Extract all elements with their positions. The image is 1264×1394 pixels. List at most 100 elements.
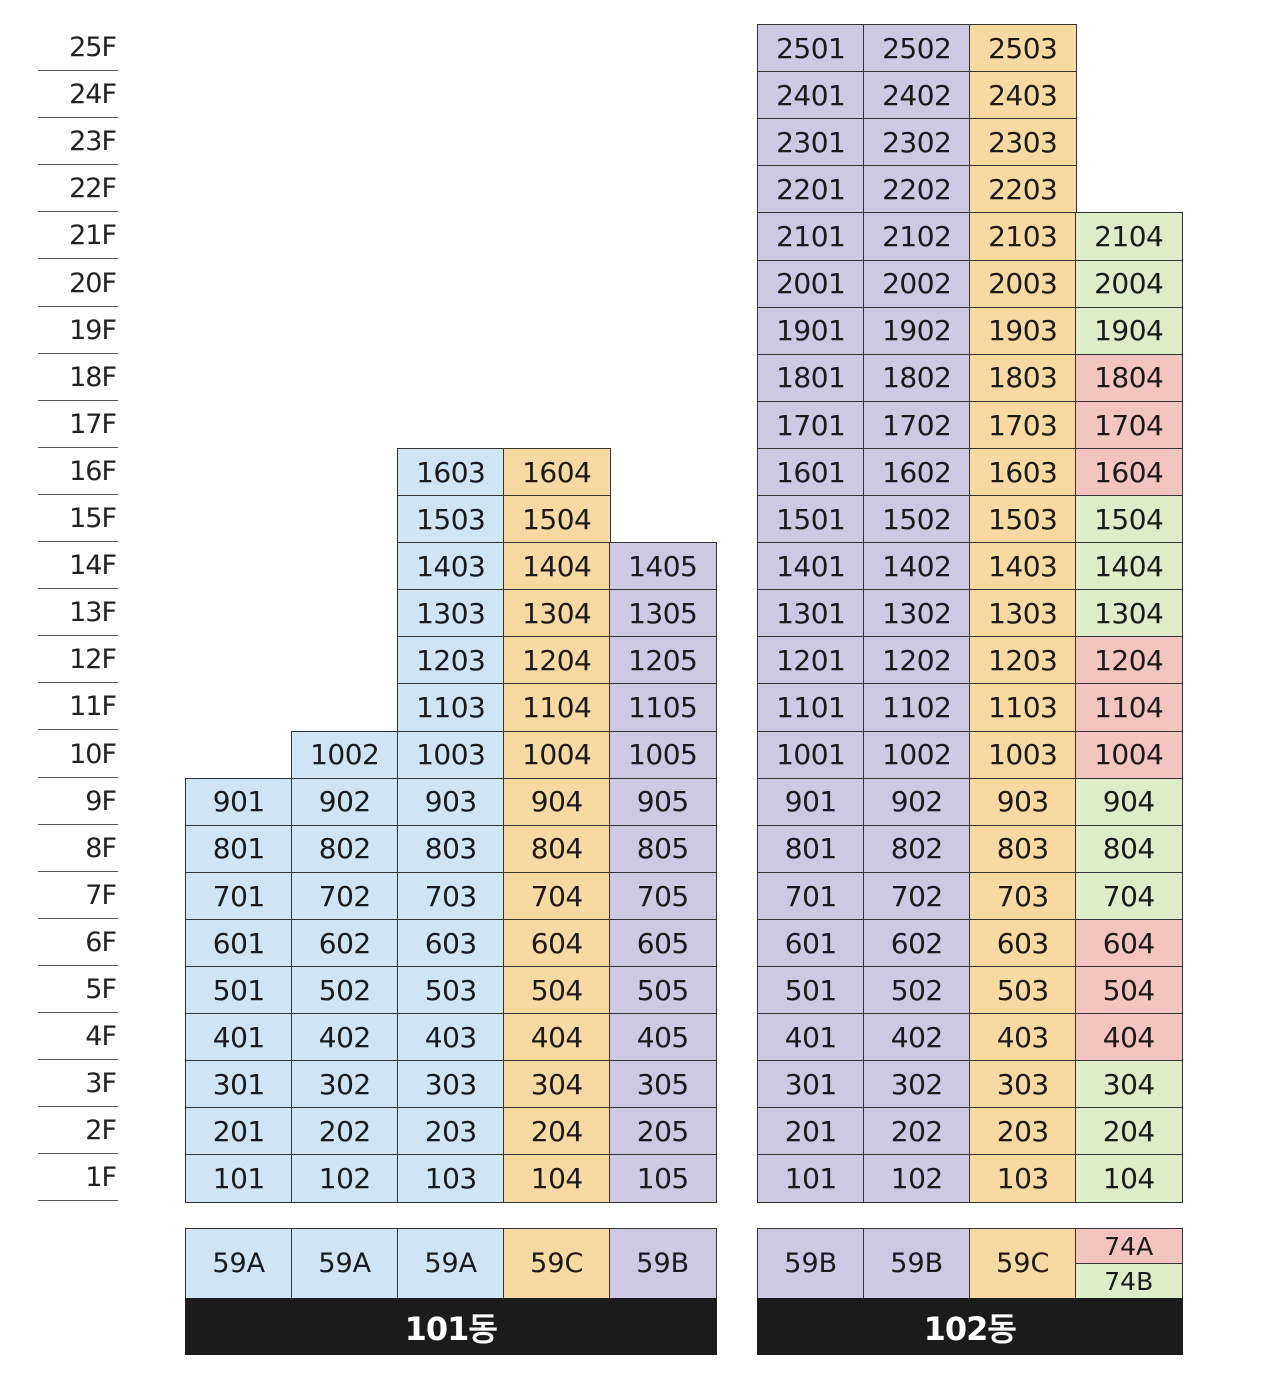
unit-2102: 2102 <box>863 212 971 261</box>
floor-label-8f: 8F <box>38 825 118 872</box>
unit-1803: 1803 <box>969 353 1077 403</box>
unit-702: 702 <box>863 871 971 921</box>
floor-label-19f: 19F <box>38 307 118 354</box>
floor-label-16f: 16F <box>38 448 118 495</box>
unit-801: 801 <box>185 824 293 874</box>
unit-2402: 2402 <box>863 71 971 120</box>
unit-1603: 1603 <box>397 447 505 497</box>
unit-1201: 1201 <box>757 636 865 685</box>
unit-404: 404 <box>1075 1013 1183 1062</box>
unit-101: 101 <box>757 1154 865 1203</box>
unit-504: 504 <box>503 966 611 1015</box>
unit-1403: 1403 <box>397 542 505 591</box>
unit-1902: 1902 <box>863 306 971 356</box>
unit-805: 805 <box>609 824 717 874</box>
unit-305: 305 <box>609 1060 717 1109</box>
unit-1303: 1303 <box>397 589 505 638</box>
unit-1404: 1404 <box>1075 542 1183 591</box>
unit-301: 301 <box>185 1060 293 1109</box>
unit-2503: 2503 <box>969 24 1077 73</box>
unit-103: 103 <box>969 1154 1077 1203</box>
floor-label-18f: 18F <box>38 354 118 401</box>
unit-201: 201 <box>757 1107 865 1156</box>
unit-903: 903 <box>397 777 505 827</box>
unit-1204: 1204 <box>1075 636 1183 685</box>
unit-403: 403 <box>397 1013 505 1062</box>
unit-504: 504 <box>1075 966 1183 1015</box>
unit-2302: 2302 <box>863 118 971 167</box>
unit-1802: 1802 <box>863 353 971 403</box>
unit-1202: 1202 <box>863 636 971 685</box>
unit-203: 203 <box>397 1107 505 1156</box>
unit-904: 904 <box>1075 777 1183 827</box>
unit-1904: 1904 <box>1075 306 1183 356</box>
unit-803: 803 <box>969 824 1077 874</box>
unit-102: 102 <box>291 1154 399 1203</box>
unit-304: 304 <box>1075 1060 1183 1109</box>
unit-704: 704 <box>503 871 611 921</box>
floor-label-25f: 25F <box>38 24 118 72</box>
unit-104: 104 <box>503 1154 611 1203</box>
unit-2001: 2001 <box>757 259 865 309</box>
floor-label-3f: 3F <box>38 1060 118 1108</box>
unit-1903: 1903 <box>969 306 1077 356</box>
unit-1604: 1604 <box>1075 447 1183 497</box>
unit-604: 604 <box>503 918 611 968</box>
unit-1101: 1101 <box>757 683 865 732</box>
unit-1503: 1503 <box>397 495 505 544</box>
unit-2202: 2202 <box>863 165 971 214</box>
unit-103: 103 <box>397 1154 505 1203</box>
unit-1402: 1402 <box>863 542 971 591</box>
unit-803: 803 <box>397 824 505 874</box>
unit-2003: 2003 <box>969 259 1077 309</box>
unit-401: 401 <box>757 1013 865 1062</box>
unit-1002: 1002 <box>291 730 399 780</box>
unit-1701: 1701 <box>757 400 865 450</box>
floor-label-1f: 1F <box>38 1154 118 1202</box>
unit-1205: 1205 <box>609 636 717 685</box>
unit-705: 705 <box>609 871 717 921</box>
unit-301: 301 <box>757 1060 865 1109</box>
floor-label-12f: 12F <box>38 636 118 684</box>
unit-1104: 1104 <box>1075 683 1183 732</box>
unit-204: 204 <box>1075 1107 1183 1156</box>
unit-1204: 1204 <box>503 636 611 685</box>
unit-602: 602 <box>291 918 399 968</box>
unit-1003: 1003 <box>397 730 505 780</box>
unit-503: 503 <box>969 966 1077 1015</box>
floor-label-14f: 14F <box>38 542 118 590</box>
unit-505: 505 <box>609 966 717 1015</box>
type-label-59b: 59B <box>863 1228 971 1300</box>
unit-1702: 1702 <box>863 400 971 450</box>
floor-label-11f: 11F <box>38 683 118 731</box>
unit-405: 405 <box>609 1013 717 1062</box>
unit-2501: 2501 <box>757 24 865 73</box>
unit-1003: 1003 <box>969 730 1077 780</box>
unit-604: 604 <box>1075 918 1183 968</box>
unit-302: 302 <box>863 1060 971 1109</box>
unit-1305: 1305 <box>609 589 717 638</box>
unit-501: 501 <box>185 966 293 1015</box>
floor-label-23f: 23F <box>38 118 118 166</box>
unit-902: 902 <box>863 777 971 827</box>
unit-905: 905 <box>609 777 717 827</box>
unit-1801: 1801 <box>757 353 865 403</box>
unit-501: 501 <box>757 966 865 1015</box>
unit-1501: 1501 <box>757 495 865 544</box>
floor-label-10f: 10F <box>38 731 118 778</box>
type-label-59b: 59B <box>609 1228 717 1300</box>
unit-1602: 1602 <box>863 447 971 497</box>
unit-1403: 1403 <box>969 542 1077 591</box>
type-label-59c: 59C <box>503 1228 611 1300</box>
unit-2002: 2002 <box>863 259 971 309</box>
unit-903: 903 <box>969 777 1077 827</box>
floor-label-13f: 13F <box>38 589 118 637</box>
unit-901: 901 <box>185 777 293 827</box>
unit-502: 502 <box>863 966 971 1015</box>
unit-1401: 1401 <box>757 542 865 591</box>
unit-701: 701 <box>757 871 865 921</box>
unit-902: 902 <box>291 777 399 827</box>
floor-label-20f: 20F <box>38 260 118 307</box>
building-name-label: 101동 <box>185 1298 717 1355</box>
unit-701: 701 <box>185 871 293 921</box>
